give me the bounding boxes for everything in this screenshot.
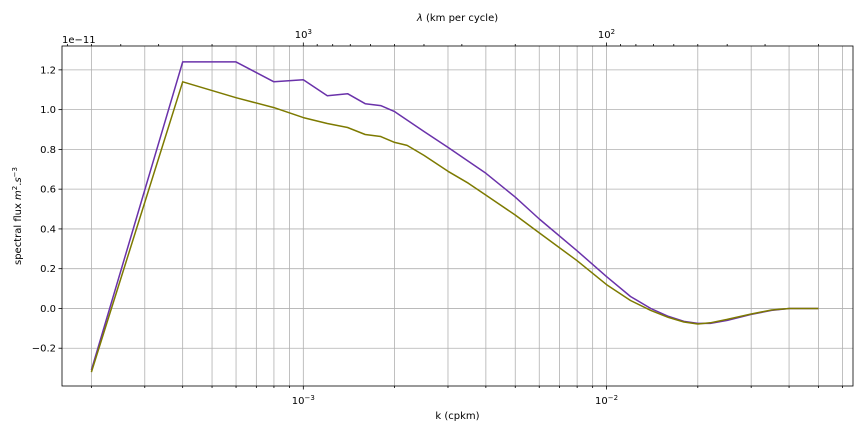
x-tick-label-bottom: 10−3 <box>292 394 315 407</box>
series-lines <box>90 61 819 373</box>
y-axis-label: spectral flux m2.s−3 <box>11 167 24 265</box>
x-tick-label-top: 103 <box>295 28 312 41</box>
lambda-symbol: λ <box>416 13 423 24</box>
series-line-1 <box>90 61 819 371</box>
y-tick-label: 0.0 <box>40 304 56 315</box>
y-axis-unit-dot: . <box>13 183 24 186</box>
plot-frame <box>61 45 854 387</box>
x-axis-label: k (cpkm) <box>435 411 479 422</box>
y-axis-unit-s: s <box>13 177 24 182</box>
top-x-axis-label: λ (km per cycle) <box>416 13 498 24</box>
y-tick-label: 0.2 <box>40 264 56 275</box>
top-x-axis-label-text: (km per cycle) <box>423 13 498 24</box>
y-axis-unit-s-exp: −3 <box>11 167 19 177</box>
series-line-2 <box>90 81 819 373</box>
y-axis-unit-m: m <box>13 190 24 200</box>
y-axis-unit-m-exp: 2 <box>11 186 19 190</box>
x-tick-label-bottom: 10−2 <box>595 394 618 407</box>
y-tick-label: 0.4 <box>40 224 56 235</box>
y-tick-label: 0.8 <box>40 145 56 156</box>
x-tick-label-top: 102 <box>598 28 615 41</box>
y-tick-label: 1.2 <box>40 65 56 76</box>
y-tick-label: −0.2 <box>32 344 56 355</box>
y-axis-offset-text: 1e−11 <box>62 35 96 46</box>
ticks: −0.2 0.0 0.2 0.4 0.6 0.8 1.0 1.2 10−3 10−2 103 102 <box>32 28 843 407</box>
grid <box>62 46 853 386</box>
y-tick-label: 1.0 <box>40 105 56 116</box>
y-axis-label-text: spectral flux <box>13 200 24 265</box>
y-tick-label: 0.6 <box>40 185 56 196</box>
